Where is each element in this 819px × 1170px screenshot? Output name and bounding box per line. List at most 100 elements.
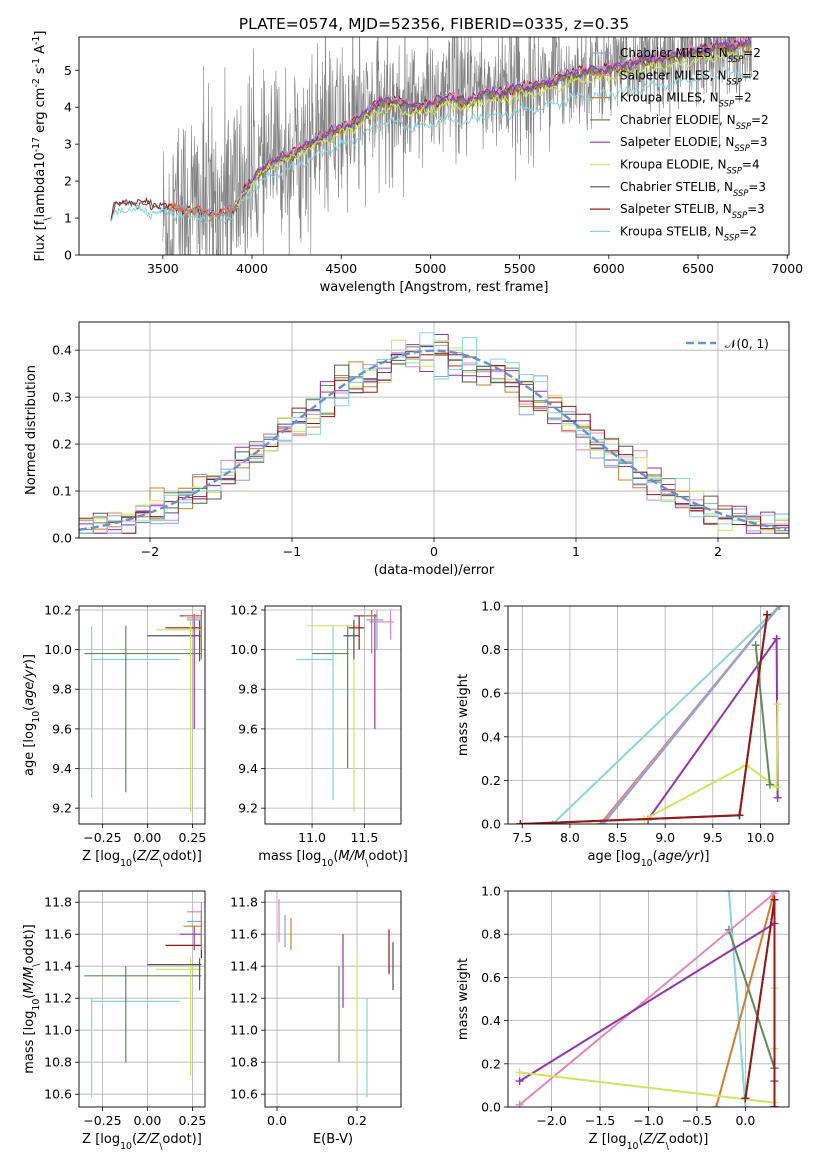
mass_vs_EBV-axes: 0.0 0.2 10.6 10.8 11.0 11.2 11.4 11.6 11.8 E(B-V) <box>230 890 402 1147</box>
y-tick-label: 9.8 <box>52 682 72 697</box>
age_vs_Z-y-axis-label: age [log10(age/yr)] <box>22 654 42 776</box>
mass_vs_Z-plot-area <box>79 891 205 1107</box>
y-tick-label: 0.3 <box>52 390 72 405</box>
weight-marker <box>515 1100 524 1107</box>
x-tick-label: 11.5 <box>350 830 378 845</box>
x-tick-label: 11.0 <box>298 830 326 845</box>
weight-marker <box>765 780 774 789</box>
legend-label-salpeter-elodie: Salpeter ELODIE, NSSP=3 <box>620 135 768 153</box>
mass_vs_Z-frame <box>78 890 206 1108</box>
y-tick-label: 0.6 <box>481 686 501 701</box>
x-tick-label: −0.25 <box>83 1113 121 1128</box>
y-tick-label: 9.4 <box>52 761 72 776</box>
y-tick-label: 10.0 <box>44 642 72 657</box>
errorbar-salpeter-elodie <box>353 613 377 729</box>
errorbar-kroupa-miles <box>183 910 202 951</box>
residuals-frame <box>78 321 790 539</box>
y-tick-label: 11.2 <box>44 991 72 1006</box>
errorbar-kroupa-stelib <box>296 625 334 801</box>
weight-series-salpeter-stelib <box>516 610 772 824</box>
y-tick-label: 10.6 <box>44 1087 72 1102</box>
weight-marker <box>515 1068 524 1077</box>
errorbar-salpeter-stelib <box>165 615 202 650</box>
x-tick-label: −2 <box>141 544 159 559</box>
x-tick-label: 6500 <box>682 261 714 276</box>
x-tick-label: 0.2 <box>347 1113 367 1128</box>
legend-label-kroupa-elodie: Kroupa ELODIE, NSSP=4 <box>620 158 760 176</box>
weight-series-salpeter-elodie <box>515 919 779 1086</box>
x-tick-label: 1 <box>572 544 580 559</box>
spectrum-legend: Chabrier MILES, NSSP=2 Salpeter MILES, NS… <box>590 46 769 242</box>
y-tick-label: 10.2 <box>44 602 72 617</box>
errorbar-salpeter-elodie <box>179 926 202 951</box>
model-spectrum-salpeter-elodie <box>233 37 752 207</box>
y-tick-label: 4 <box>64 100 72 115</box>
errorbar-kroupa-miles <box>364 609 375 654</box>
weight-series-salpeter-stelib <box>741 895 779 1107</box>
x-tick-label: −1.5 <box>585 1113 615 1128</box>
x-tick-label: −1 <box>283 544 301 559</box>
errorbar-chabrier-stelib <box>147 958 202 991</box>
y-tick-label: 11.2 <box>230 991 258 1006</box>
legend-label-salpeter-stelib: Salpeter STELIB, NSSP=3 <box>620 202 765 220</box>
x-tick-label: 7.5 <box>512 830 532 845</box>
figure-title: PLATE=0574, MJD=52356, FIBERID=0335, z=0… <box>239 15 629 33</box>
x-tick-label: 4500 <box>325 261 357 276</box>
weight-marker <box>724 891 733 895</box>
y-tick-label: 10.8 <box>44 1055 72 1070</box>
y-tick-label: 0.4 <box>481 729 501 744</box>
age_vs_Z-plot-area <box>79 606 205 824</box>
weight-marker <box>770 1103 779 1107</box>
errorbar-salpeter-miles <box>369 609 394 640</box>
weight-marker <box>773 793 782 802</box>
weight_vs_age-x-axis-label: age [log10(age/yr)] <box>587 849 709 869</box>
y-tick-label: 9.6 <box>238 721 258 736</box>
errorbar-chabrier-stelib <box>147 619 202 662</box>
observed-spectrum <box>162 37 752 255</box>
weight-series-salpeter-miles <box>515 891 779 1107</box>
y-tick-label: 0.4 <box>481 1013 501 1028</box>
y-tick-label: 11.0 <box>230 1023 258 1038</box>
y-tick-label: 0.8 <box>481 927 501 942</box>
weight-marker <box>712 1103 721 1107</box>
legend-label-kroupa-miles: Kroupa MILES, NSSP=2 <box>620 91 752 109</box>
y-tick-label: 0.0 <box>52 531 72 546</box>
weight-series-chabrier-stelib <box>516 610 772 824</box>
spectrum-axes: 3500 4000 4500 5000 5500 6000 6500 7000 0 1 2 3 4 5 wa… <box>31 31 804 295</box>
y-tick-label: 0.0 <box>481 817 501 832</box>
legend-label-salpeter-miles: Salpeter MILES, NSSP=2 <box>620 68 760 86</box>
mass_vs_EBV-x-axis-label: E(B-V) <box>313 1132 353 1147</box>
y-tick-label: 0.6 <box>481 970 501 985</box>
x-tick-label: 0.0 <box>267 1113 287 1128</box>
normal-legend-label: 𝒩(0, 1) <box>725 337 769 351</box>
mass_vs_Z-y-axis-label: mass [log10(M/M\odot)] <box>22 924 42 1074</box>
y-tick-label: 11.0 <box>44 1023 72 1038</box>
errorbar-chabrier-elodie <box>312 625 349 769</box>
y-tick-label: 10.6 <box>230 1087 258 1102</box>
weight-series-kroupa-stelib <box>724 891 750 1107</box>
errorbar-chabrier-elodie <box>84 966 202 1063</box>
errorbar-chabrier-elodie <box>84 625 202 793</box>
spectrum-x-axis-label: wavelength [Angstrom, rest frame] <box>320 280 549 295</box>
spectrum-frame <box>78 36 790 256</box>
y-tick-label: 9.6 <box>52 721 72 736</box>
weight-marker <box>741 1094 750 1103</box>
weight-marker <box>741 1103 750 1107</box>
y-tick-label: 0.1 <box>52 484 72 499</box>
x-tick-label: 2 <box>714 544 722 559</box>
errorbar-salpeter-stelib <box>165 926 202 959</box>
errorbar-kroupa-elodie <box>156 958 202 1075</box>
residuals-axes: −2 −1 0 1 2 0.0 0.1 0.2 0.3 0.4 (data-model)/error… <box>24 321 790 578</box>
y-tick-label: 11.4 <box>44 959 72 974</box>
mass_vs_EBV-plot-area <box>265 891 401 1107</box>
weight_vs_Z-plot-area <box>508 891 789 1107</box>
weight-marker <box>772 782 781 791</box>
y-tick-label: 2 <box>64 174 72 189</box>
y-tick-label: 11.6 <box>230 927 258 942</box>
weight-series-chabrier-elodie <box>751 641 774 789</box>
age_vs_Z-frame <box>78 605 206 825</box>
age_vs_Z-x-axis-label: Z [log10(Z/Z\odot)] <box>82 849 202 869</box>
y-tick-label: 9.4 <box>238 761 258 776</box>
y-tick-label: 0.2 <box>481 1056 501 1071</box>
